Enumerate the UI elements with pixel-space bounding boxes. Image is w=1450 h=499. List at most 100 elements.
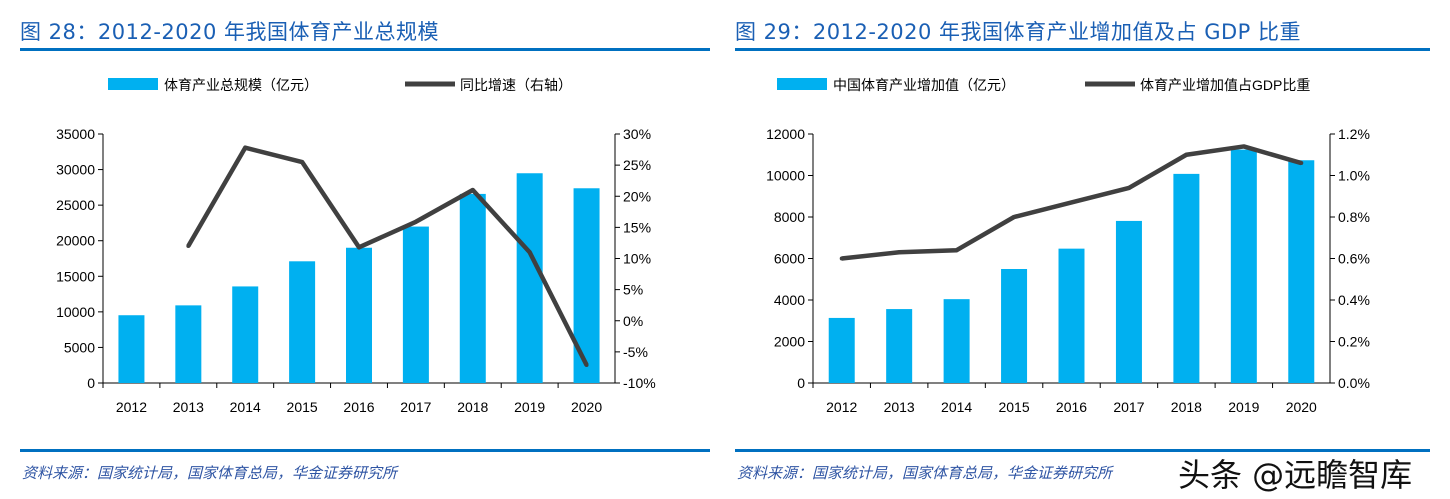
footer-rule-left: [20, 449, 710, 452]
y2-tick-label: 0.4%: [1338, 292, 1370, 308]
bar-2014: [232, 286, 259, 383]
x-tick-label: 2019: [514, 399, 545, 415]
x-tick-label: 2017: [400, 399, 431, 415]
x-tick-label: 2013: [173, 399, 204, 415]
bar-2012: [828, 317, 855, 383]
y2-tick-label: 0%: [623, 313, 643, 329]
y-tick-label: 12000: [766, 126, 805, 142]
y2-tick-label: -10%: [623, 375, 656, 391]
y2-tick-label: 0.8%: [1338, 209, 1370, 225]
bar-2020: [573, 188, 600, 383]
legend-line-label: 同比增速（右轴）: [460, 77, 572, 93]
line-point-2012: [839, 256, 844, 261]
x-tick-label: 2013: [884, 399, 915, 415]
bar-2014: [943, 299, 970, 383]
y-tick-label: 25000: [56, 197, 95, 213]
x-tick-label: 2015: [287, 399, 318, 415]
bar-2019: [516, 173, 543, 383]
y-tick-label: 30000: [56, 162, 95, 178]
legend-bar-swatch: [108, 78, 158, 90]
bar-2015: [1001, 268, 1028, 383]
y-tick-label: 0: [797, 375, 805, 391]
title-rule-left: [20, 48, 710, 51]
source-left: 资料来源：国家统计局，国家体育总局，华金证券研究所: [22, 464, 398, 482]
bar-2013: [886, 309, 913, 383]
bar-2013: [175, 305, 202, 383]
x-tick-label: 2012: [826, 399, 857, 415]
line-point-2020: [1299, 161, 1304, 166]
y2-tick-label: 1.0%: [1338, 168, 1370, 184]
line-point-2016: [1069, 200, 1074, 205]
y-tick-label: 15000: [56, 268, 95, 284]
footer-rule-right: [735, 449, 1430, 452]
bar-2015: [289, 261, 316, 383]
bar-2018: [1173, 173, 1200, 383]
line-point-2019: [527, 250, 532, 255]
y-tick-label: 0: [87, 375, 95, 391]
line-point-2015: [300, 160, 305, 165]
y2-tick-label: 5%: [623, 282, 643, 298]
y-tick-label: 35000: [56, 126, 95, 142]
legend-bar-swatch: [777, 78, 827, 90]
x-tick-label: 2020: [1286, 399, 1317, 415]
y-tick-label: 6000: [774, 251, 805, 267]
y-tick-label: 10000: [766, 168, 805, 184]
y2-tick-label: 1.2%: [1338, 126, 1370, 142]
watermark: 头条 @远瞻智库: [1178, 456, 1413, 494]
growth-line: [186, 145, 589, 366]
bar-2012: [118, 315, 145, 383]
bar-2017: [1115, 220, 1142, 383]
line-point-2013: [897, 250, 902, 255]
line-point-2014: [954, 248, 959, 253]
line-point-2017: [413, 219, 418, 224]
legend-bar-label: 中国体育产业增加值（亿元）: [833, 77, 1015, 93]
x-tick-label: 2018: [1171, 399, 1202, 415]
x-tick-label: 2014: [230, 399, 261, 415]
y2-tick-label: 10%: [623, 251, 651, 267]
x-tick-label: 2015: [998, 399, 1029, 415]
y2-tick-label: 20%: [623, 188, 651, 204]
bar-2016: [346, 247, 372, 383]
y2-tick-label: 0.2%: [1338, 334, 1370, 350]
legend-line-label: 体育产业增加值占GDP比重: [1140, 77, 1310, 93]
chart-right: 中国体育产业增加值（亿元） 体育产业增加值占GDP比重 0 2000 4000 6000 8…: [766, 77, 1370, 415]
bar-2019: [1230, 149, 1257, 383]
line-point-2018: [470, 188, 475, 193]
x-tick-label: 2019: [1228, 399, 1259, 415]
y-tick-label: 8000: [774, 209, 805, 225]
chart-title-left: 图 28：2012-2020 年我国体育产业总规模: [20, 20, 440, 44]
line-point-2020: [584, 362, 589, 367]
y2-tick-label: 25%: [623, 157, 651, 173]
y-tick-label: 10000: [56, 304, 95, 320]
x-tick-label: 2016: [1056, 399, 1087, 415]
y2-tick-label: -5%: [623, 344, 648, 360]
source-right: 资料来源：国家统计局，国家体育总局，华金证券研究所: [737, 464, 1113, 482]
x-tick-label: 2020: [571, 399, 602, 415]
y2-tick-label: 0.0%: [1338, 375, 1370, 391]
line-point-2018: [1184, 152, 1189, 157]
y2-tick-label: 0.6%: [1338, 251, 1370, 267]
legend-bar-label: 体育产业总规模（亿元）: [164, 77, 318, 93]
x-tick-label: 2017: [1113, 399, 1144, 415]
x-tick-label: 2016: [343, 399, 374, 415]
y2-tick-label: 15%: [623, 219, 651, 235]
line-point-2015: [1012, 215, 1017, 219]
y2-tick-label: 30%: [623, 126, 651, 142]
x-tick-label: 2014: [941, 399, 972, 415]
line-point-2013: [186, 244, 191, 249]
y-tick-label: 20000: [56, 233, 95, 249]
x-tick-label: 2012: [116, 399, 147, 415]
bar-2016: [1058, 248, 1085, 383]
chart-left: 体育产业总规模（亿元） 同比增速（右轴） 0 5000 10000 15000 20000 2…: [56, 77, 656, 415]
line-point-2019: [1241, 144, 1246, 149]
x-tick-label: 2018: [457, 399, 488, 415]
line-point-2016: [357, 245, 361, 250]
line-point-2014: [243, 145, 248, 150]
title-rule-right: [735, 48, 1430, 51]
y-tick-label: 2000: [774, 334, 805, 350]
y-tick-label: 4000: [774, 292, 805, 308]
bar-2017: [402, 226, 429, 383]
line-point-2017: [1126, 185, 1131, 190]
bar-2020: [1288, 160, 1315, 383]
bar-2018: [459, 193, 486, 383]
